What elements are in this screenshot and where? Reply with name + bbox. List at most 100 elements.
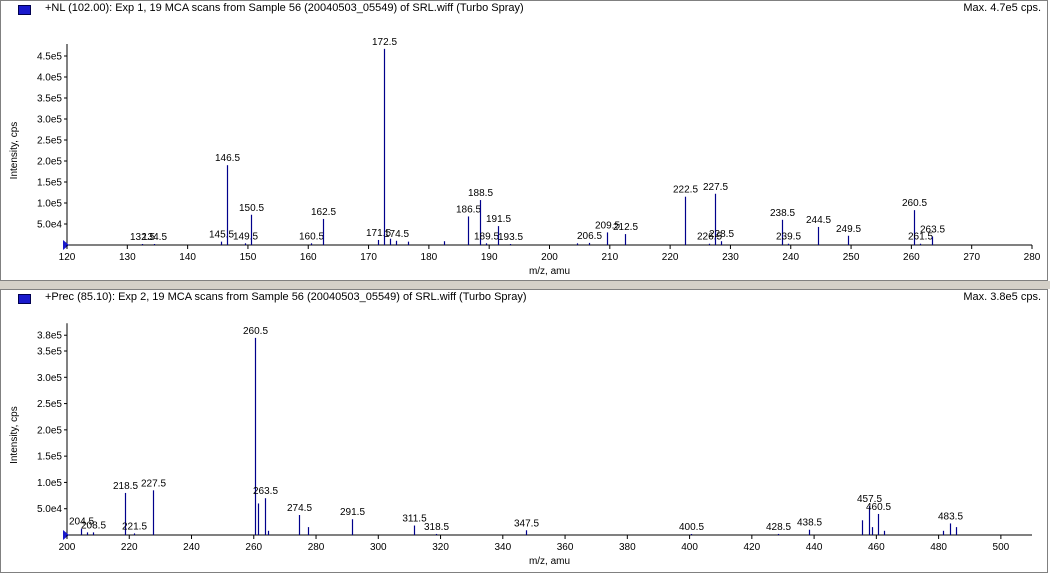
peak-label: 222.5 bbox=[673, 185, 698, 196]
x-tick-label: 200 bbox=[541, 252, 558, 263]
peak-label: 146.5 bbox=[215, 153, 240, 164]
peak-label: 263.5 bbox=[920, 225, 945, 236]
y-tick-label: 5.0e4 bbox=[37, 504, 62, 515]
y-tick-label: 4.0e5 bbox=[37, 73, 62, 84]
x-axis-label: m/z, amu bbox=[529, 556, 570, 567]
x-tick-label: 120 bbox=[59, 252, 76, 263]
peak-label: 318.5 bbox=[424, 522, 449, 533]
peak-label: 188.5 bbox=[468, 188, 493, 199]
peak-label: 238.5 bbox=[770, 208, 795, 219]
peak-label: 149.5 bbox=[233, 231, 258, 242]
panel-divider[interactable] bbox=[0, 281, 1050, 289]
y-tick-label: 1.0e5 bbox=[37, 478, 62, 489]
peak-label: 260.5 bbox=[243, 326, 268, 337]
peak-label: 204.5 bbox=[69, 517, 94, 528]
peak-label: 189.5 bbox=[474, 231, 499, 242]
peak-label: 174.5 bbox=[384, 229, 409, 240]
x-tick-label: 210 bbox=[601, 252, 618, 263]
peak-label: 150.5 bbox=[239, 203, 264, 214]
panel-title: +NL (102.00): Exp 1, 19 MCA scans from S… bbox=[45, 2, 524, 14]
spectrum-chart-prec[interactable]: 200 220 240 260 280 300 320 340 360 380 400 420 440 4… bbox=[1, 290, 1049, 574]
x-tick-label: 260 bbox=[903, 252, 920, 263]
peak-label: 260.5 bbox=[902, 198, 927, 209]
x-tick-label: 130 bbox=[119, 252, 136, 263]
x-tick-label: 250 bbox=[843, 252, 860, 263]
x-tick-label: 500 bbox=[993, 542, 1010, 553]
peak-label: 132.5 bbox=[130, 232, 155, 243]
peak-label: 227.5 bbox=[703, 182, 728, 193]
x-tick-label: 480 bbox=[930, 542, 947, 553]
axis-origin-marker bbox=[63, 530, 69, 540]
peak-label: 191.5 bbox=[486, 214, 511, 225]
peak-label: 172.5 bbox=[372, 37, 397, 48]
x-tick-label: 240 bbox=[183, 542, 200, 553]
y-tick-label: 2.5e5 bbox=[37, 136, 62, 147]
y-tick-label: 3.5e5 bbox=[37, 94, 62, 105]
max-intensity-label: Max. 3.8e5 cps. bbox=[963, 291, 1041, 303]
y-axis-label: Intensity, cps bbox=[9, 406, 20, 464]
y-tick-label: 2.0e5 bbox=[37, 157, 62, 168]
spectrum-chart-nl[interactable]: 120 130 140 150 160 170 180 190 200 210 220 230 240 2… bbox=[1, 1, 1049, 282]
y-tick-label: 2.0e5 bbox=[37, 425, 62, 436]
x-tick-label: 150 bbox=[240, 252, 257, 263]
peak-label: 162.5 bbox=[311, 207, 336, 218]
peak-label: 134.5 bbox=[142, 232, 167, 243]
y-tick-label: 1.5e5 bbox=[37, 178, 62, 189]
spectrum-panel-prec[interactable]: +Prec (85.10): Exp 2, 19 MCA scans from … bbox=[0, 289, 1048, 573]
x-tick-label: 420 bbox=[743, 542, 760, 553]
peak-label: 227.5 bbox=[141, 478, 166, 489]
x-tick-label: 300 bbox=[370, 542, 387, 553]
y-tick-label: 3.0e5 bbox=[37, 373, 62, 384]
x-tick-label: 170 bbox=[360, 252, 377, 263]
x-tick-label: 230 bbox=[722, 252, 739, 263]
panel-title: +Prec (85.10): Exp 2, 19 MCA scans from … bbox=[45, 291, 527, 303]
peak-label: 208.5 bbox=[81, 520, 106, 531]
peak-label: 400.5 bbox=[679, 522, 704, 533]
x-tick-label: 360 bbox=[557, 542, 574, 553]
max-intensity-label: Max. 4.7e5 cps. bbox=[963, 2, 1041, 14]
peak-label: 226.5 bbox=[697, 232, 722, 243]
x-tick-label: 220 bbox=[121, 542, 138, 553]
spectrum-icon bbox=[18, 5, 31, 15]
peak-label: 261.5 bbox=[908, 232, 933, 243]
x-tick-label: 220 bbox=[662, 252, 679, 263]
peak-label: 193.5 bbox=[498, 232, 523, 243]
peak-label: 274.5 bbox=[287, 503, 312, 514]
peak-label: 460.5 bbox=[866, 502, 891, 513]
peak-label: 291.5 bbox=[340, 507, 365, 518]
spectrum-panel-nl[interactable]: +NL (102.00): Exp 1, 19 MCA scans from S… bbox=[0, 0, 1048, 281]
peak-label: 483.5 bbox=[938, 511, 963, 522]
peak-label: 347.5 bbox=[514, 518, 539, 529]
peak-label: 438.5 bbox=[797, 518, 822, 529]
peak-label: 221.5 bbox=[122, 521, 147, 532]
peak-label: 239.5 bbox=[776, 232, 801, 243]
peak-label: 249.5 bbox=[836, 224, 861, 235]
y-tick-label: 3.8e5 bbox=[37, 331, 62, 342]
axis-origin-marker bbox=[63, 240, 69, 250]
peak-label: 218.5 bbox=[113, 481, 138, 492]
x-tick-label: 180 bbox=[421, 252, 438, 263]
peak-label: 311.5 bbox=[402, 514, 427, 525]
x-tick-label: 190 bbox=[481, 252, 498, 263]
x-tick-label: 460 bbox=[868, 542, 885, 553]
y-tick-label: 1.5e5 bbox=[37, 452, 62, 463]
x-tick-label: 320 bbox=[432, 542, 449, 553]
peak-label: 457.5 bbox=[857, 494, 882, 505]
y-tick-label: 3.0e5 bbox=[37, 115, 62, 126]
peak-label: 228.5 bbox=[709, 229, 734, 240]
peak-label: 206.5 bbox=[577, 231, 602, 242]
peak-label: 212.5 bbox=[613, 222, 638, 233]
x-tick-label: 400 bbox=[681, 542, 698, 553]
x-tick-label: 380 bbox=[619, 542, 636, 553]
peak-label: 145.5 bbox=[209, 230, 234, 241]
y-tick-label: 4.5e5 bbox=[37, 52, 62, 63]
x-tick-label: 260 bbox=[245, 542, 262, 553]
x-tick-label: 140 bbox=[179, 252, 196, 263]
peak-label: 160.5 bbox=[299, 231, 324, 242]
peak-label: 186.5 bbox=[456, 204, 481, 215]
peak-label: 209.5 bbox=[595, 220, 620, 231]
x-tick-label: 240 bbox=[782, 252, 799, 263]
y-tick-label: 2.5e5 bbox=[37, 399, 62, 410]
peak-label: 244.5 bbox=[806, 215, 831, 226]
y-axis-label: Intensity, cps bbox=[9, 122, 20, 180]
